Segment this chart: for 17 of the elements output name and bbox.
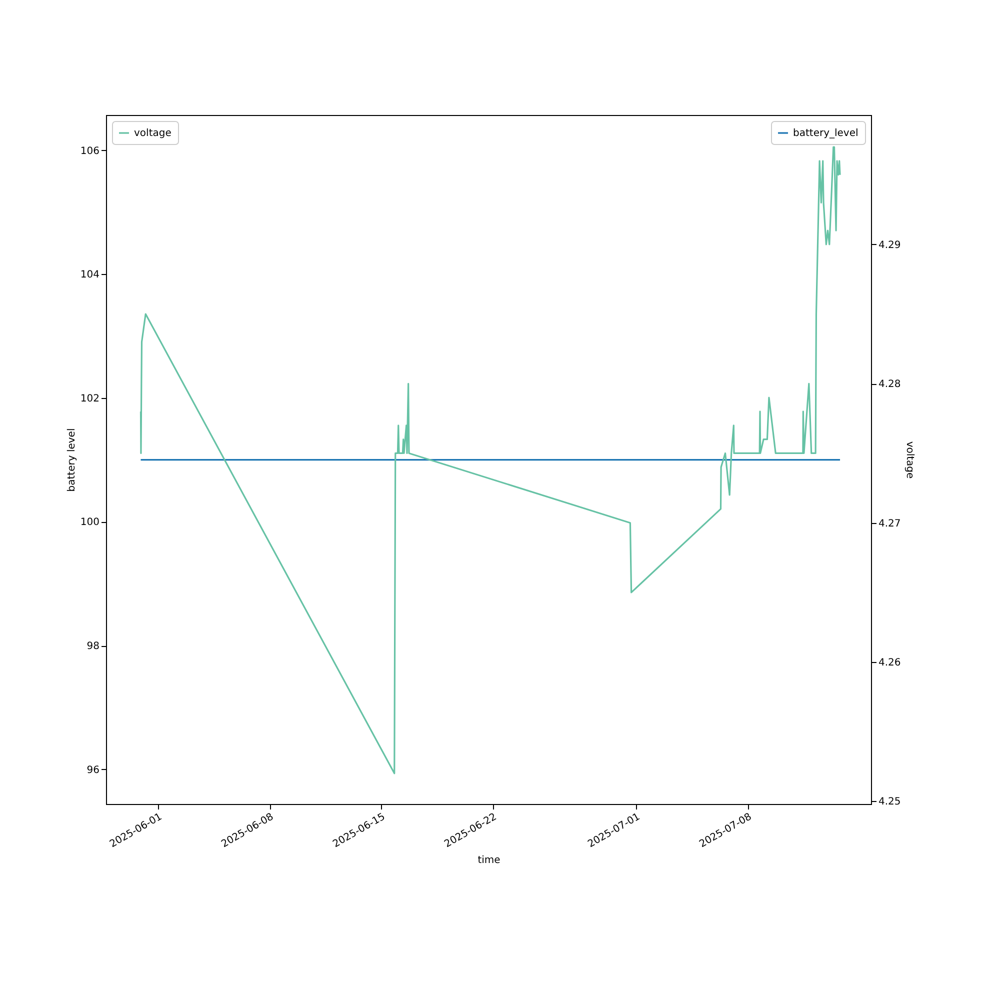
- y-tick-label: 96: [86, 764, 100, 776]
- y2-tick-label: 4.28: [878, 379, 901, 390]
- x-axis-title: time: [478, 855, 500, 866]
- y-axis-title: battery level: [66, 428, 78, 492]
- y-tick-label: 106: [80, 146, 100, 157]
- y-tick-label: 102: [80, 393, 100, 404]
- legend-label: battery_level: [793, 128, 858, 139]
- y2-axis-title: voltage: [904, 441, 915, 479]
- y2-tick-label: 4.27: [878, 518, 901, 530]
- line-series: [140, 146, 841, 774]
- y-tick-label: 104: [80, 270, 100, 281]
- y-tick-label: 98: [86, 641, 100, 652]
- y2-tick-label: 4.26: [878, 658, 901, 669]
- y2-tick-label: 4.25: [878, 796, 901, 808]
- y2-tick-label: 4.29: [878, 240, 901, 251]
- y-tick-label: 100: [80, 517, 100, 528]
- legend-label: voltage: [134, 128, 172, 139]
